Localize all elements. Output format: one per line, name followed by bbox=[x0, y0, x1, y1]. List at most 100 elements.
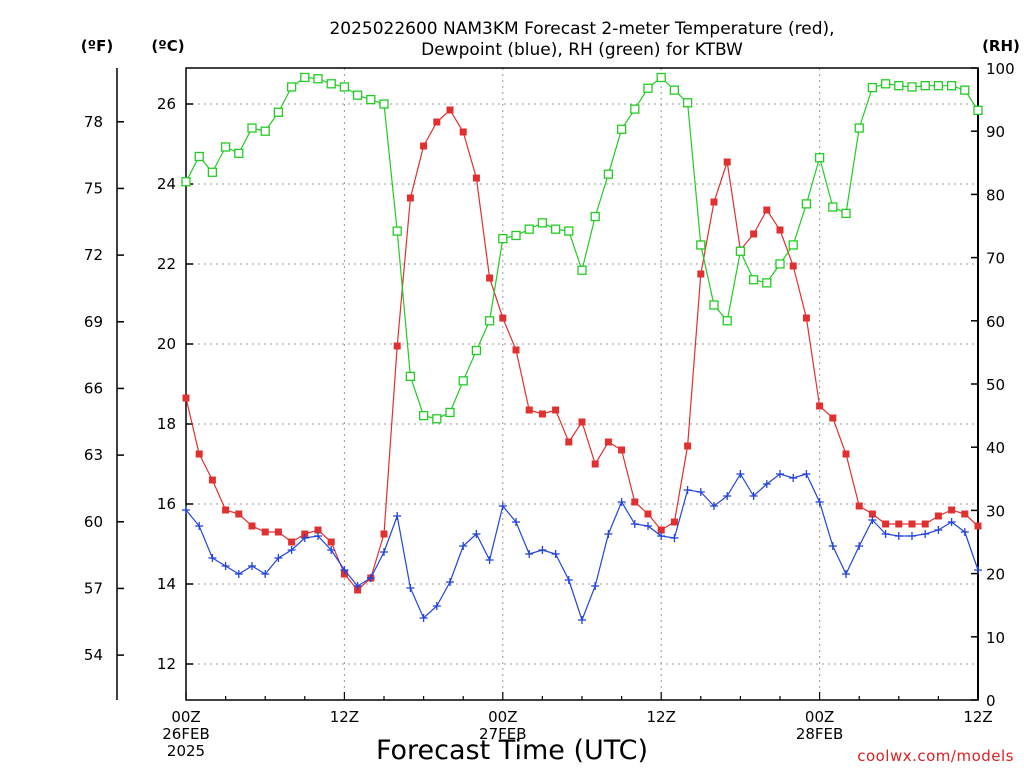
data-point-dewpoint bbox=[960, 528, 969, 536]
data-point-dewpoint bbox=[789, 474, 798, 482]
data-point-dewpoint bbox=[472, 530, 481, 538]
data-point-rh bbox=[841, 208, 851, 219]
rh-tick-label: 10 bbox=[986, 629, 1005, 647]
fahrenheit-tick-label: 72 bbox=[84, 246, 103, 264]
data-point-dewpoint bbox=[498, 502, 507, 510]
celsius-tick-label: 14 bbox=[157, 575, 176, 593]
x-tick-label: 12Z bbox=[647, 708, 676, 726]
data-point-temperature bbox=[591, 460, 599, 468]
data-point-dewpoint bbox=[934, 526, 943, 534]
data-point-rh bbox=[379, 99, 389, 109]
data-point-dewpoint bbox=[366, 574, 375, 582]
data-point-dewpoint bbox=[868, 516, 877, 524]
data-point-rh bbox=[445, 407, 455, 418]
data-point-dewpoint bbox=[221, 562, 230, 570]
data-point-temperature bbox=[829, 414, 837, 422]
data-point-temperature bbox=[538, 410, 546, 418]
data-point-temperature bbox=[380, 530, 388, 538]
celsius-unit-label: (ºC) bbox=[151, 37, 184, 55]
data-point-dewpoint bbox=[551, 550, 560, 558]
data-point-rh bbox=[524, 224, 534, 234]
data-point-temperature bbox=[974, 522, 982, 530]
rh-tick-label: 50 bbox=[986, 376, 1005, 394]
data-point-dewpoint bbox=[591, 582, 600, 590]
data-point-rh bbox=[894, 81, 904, 91]
x-tick-label: 00Z bbox=[171, 708, 200, 726]
celsius-tick-label: 26 bbox=[157, 95, 176, 113]
data-point-temperature bbox=[657, 526, 665, 534]
data-point-dewpoint bbox=[195, 522, 204, 530]
data-point-temperature bbox=[459, 128, 467, 136]
data-point-dewpoint bbox=[630, 520, 639, 528]
series-rh bbox=[181, 72, 983, 424]
fahrenheit-tick-label: 78 bbox=[84, 113, 103, 131]
fahrenheit-tick-label: 66 bbox=[84, 379, 103, 397]
data-point-rh bbox=[735, 246, 746, 256]
data-point-temperature bbox=[895, 520, 903, 528]
data-point-dewpoint bbox=[644, 522, 652, 530]
data-point-rh bbox=[405, 371, 416, 382]
data-point-rh bbox=[537, 218, 548, 228]
data-point-temperature bbox=[631, 498, 639, 506]
data-point-rh bbox=[775, 259, 785, 269]
data-point-temperature bbox=[208, 476, 216, 484]
data-point-dewpoint bbox=[538, 546, 547, 554]
data-point-rh bbox=[946, 81, 957, 91]
celsius-tick-label: 20 bbox=[157, 335, 176, 353]
data-point-dewpoint bbox=[380, 548, 388, 556]
data-point-rh bbox=[960, 85, 970, 95]
data-point-rh bbox=[630, 104, 640, 114]
data-point-temperature bbox=[684, 442, 692, 450]
plot-frame bbox=[185, 67, 979, 701]
x-tick-label: 26FEB bbox=[162, 725, 209, 743]
data-point-dewpoint bbox=[248, 562, 256, 570]
data-point-dewpoint bbox=[617, 498, 626, 506]
data-point-dewpoint bbox=[446, 578, 454, 586]
data-point-dewpoint bbox=[670, 534, 679, 542]
data-point-temperature bbox=[644, 510, 652, 518]
rh-unit-label: (RH) bbox=[982, 37, 1020, 55]
data-point-dewpoint bbox=[393, 512, 402, 520]
data-point-dewpoint bbox=[894, 532, 903, 540]
data-point-temperature bbox=[248, 522, 256, 530]
data-point-temperature bbox=[842, 450, 850, 458]
data-point-temperature bbox=[406, 194, 414, 202]
chart-subtitle: Dewpoint (blue), RH (green) for KTBW bbox=[421, 40, 743, 60]
data-point-dewpoint bbox=[776, 470, 784, 478]
rh-tick-label: 40 bbox=[986, 439, 1005, 457]
data-point-dewpoint bbox=[683, 486, 692, 494]
data-point-dewpoint bbox=[182, 506, 190, 514]
data-point-temperature bbox=[816, 402, 824, 410]
data-point-temperature bbox=[288, 538, 296, 546]
data-point-rh bbox=[366, 94, 376, 105]
data-point-rh bbox=[669, 85, 680, 95]
data-point-rh bbox=[498, 233, 508, 244]
fahrenheit-tick-label: 54 bbox=[84, 646, 103, 664]
data-point-temperature bbox=[552, 406, 560, 414]
data-point-rh bbox=[220, 142, 231, 152]
data-point-rh bbox=[550, 224, 561, 234]
data-point-rh bbox=[247, 123, 257, 133]
x-tick-label: 12Z bbox=[330, 708, 359, 726]
data-point-temperature bbox=[921, 520, 929, 528]
fahrenheit-tick-label: 63 bbox=[84, 446, 103, 464]
data-point-temperature bbox=[195, 450, 203, 458]
data-point-rh bbox=[313, 74, 323, 84]
data-point-rh bbox=[722, 316, 732, 326]
x-tick-label: 00Z bbox=[488, 708, 517, 726]
data-point-temperature bbox=[882, 520, 890, 528]
data-point-dewpoint bbox=[947, 518, 956, 526]
data-point-temperature bbox=[604, 438, 612, 446]
data-point-dewpoint bbox=[314, 532, 322, 540]
data-point-rh bbox=[418, 410, 429, 421]
data-point-temperature bbox=[565, 438, 573, 446]
celsius-tick-label: 24 bbox=[157, 175, 176, 193]
data-point-rh bbox=[577, 265, 587, 275]
fahrenheit-unit-label: (ºF) bbox=[81, 37, 113, 55]
data-point-temperature bbox=[486, 274, 494, 282]
rh-tick-label: 20 bbox=[986, 566, 1005, 584]
data-point-dewpoint bbox=[908, 532, 916, 540]
data-point-dewpoint bbox=[564, 576, 573, 584]
data-point-rh bbox=[854, 123, 864, 133]
